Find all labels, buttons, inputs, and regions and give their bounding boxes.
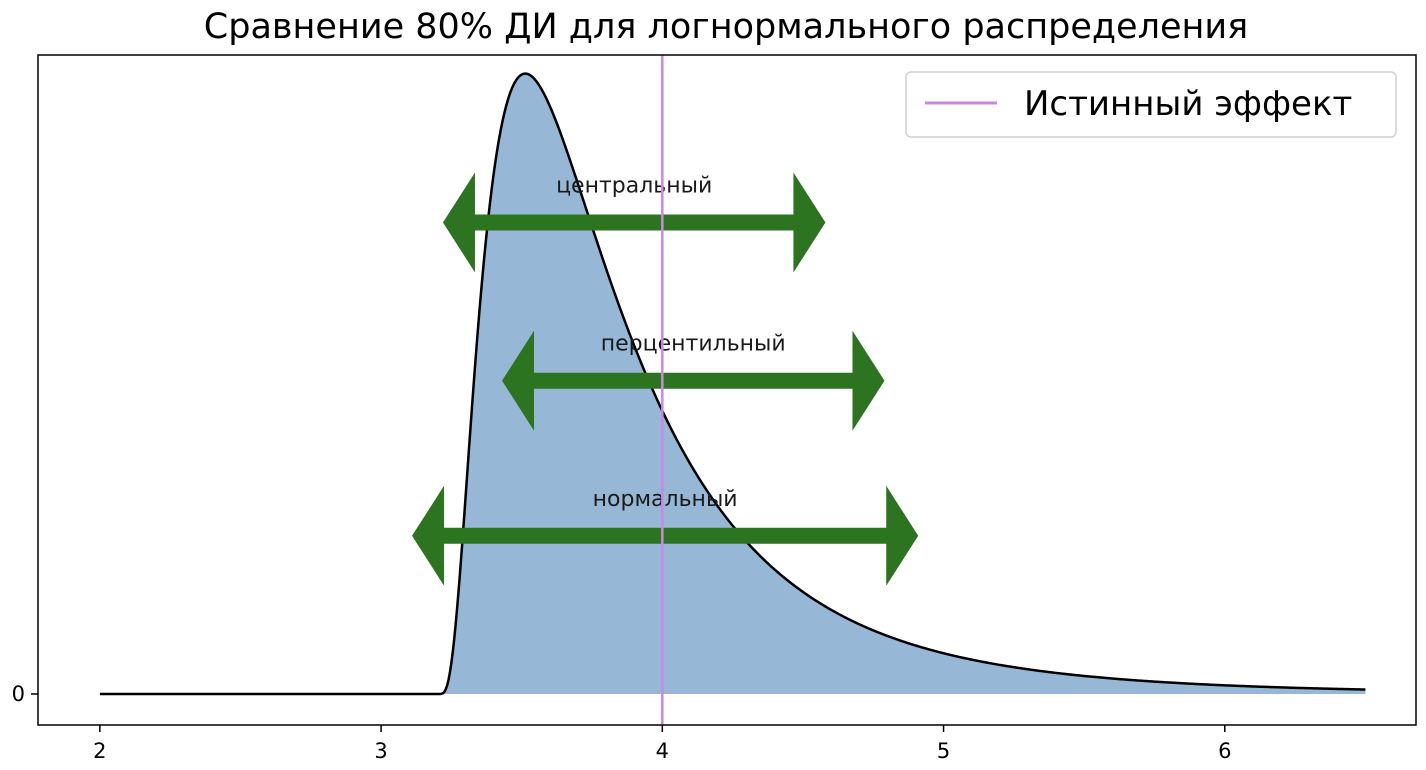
x-tick-label-1: 3 (374, 739, 387, 763)
x-tick-label-4: 6 (1218, 739, 1231, 763)
interval-arrow-2 (502, 330, 885, 431)
density-curve (99, 72, 1366, 696)
interval-label-1: центральный (556, 174, 712, 199)
axis-ticks: 2 3 4 5 6 0 (12, 682, 1232, 763)
interval-label-3: нормальный (593, 487, 738, 512)
legend-label-true-effect: Истинный эффект (1024, 84, 1352, 124)
legend-box (905, 71, 1397, 138)
legend: Истинный эффект (905, 71, 1397, 138)
interval-arrow-3 (412, 485, 919, 586)
chart-title: Сравнение 80% ДИ для логнормального расп… (204, 7, 1248, 47)
x-tick-label-0: 2 (93, 739, 106, 763)
interval-label-2: перцентильный (601, 332, 786, 357)
density-area (99, 73, 1366, 694)
x-tick-label-2: 4 (656, 739, 669, 763)
interval-arrow-1 (442, 172, 826, 273)
y-tick-label-0: 0 (12, 682, 25, 706)
plot-area: центральный перцентильный нормальный (99, 55, 1366, 725)
plot-frame (37, 54, 1417, 726)
x-tick-label-3: 5 (937, 739, 950, 763)
